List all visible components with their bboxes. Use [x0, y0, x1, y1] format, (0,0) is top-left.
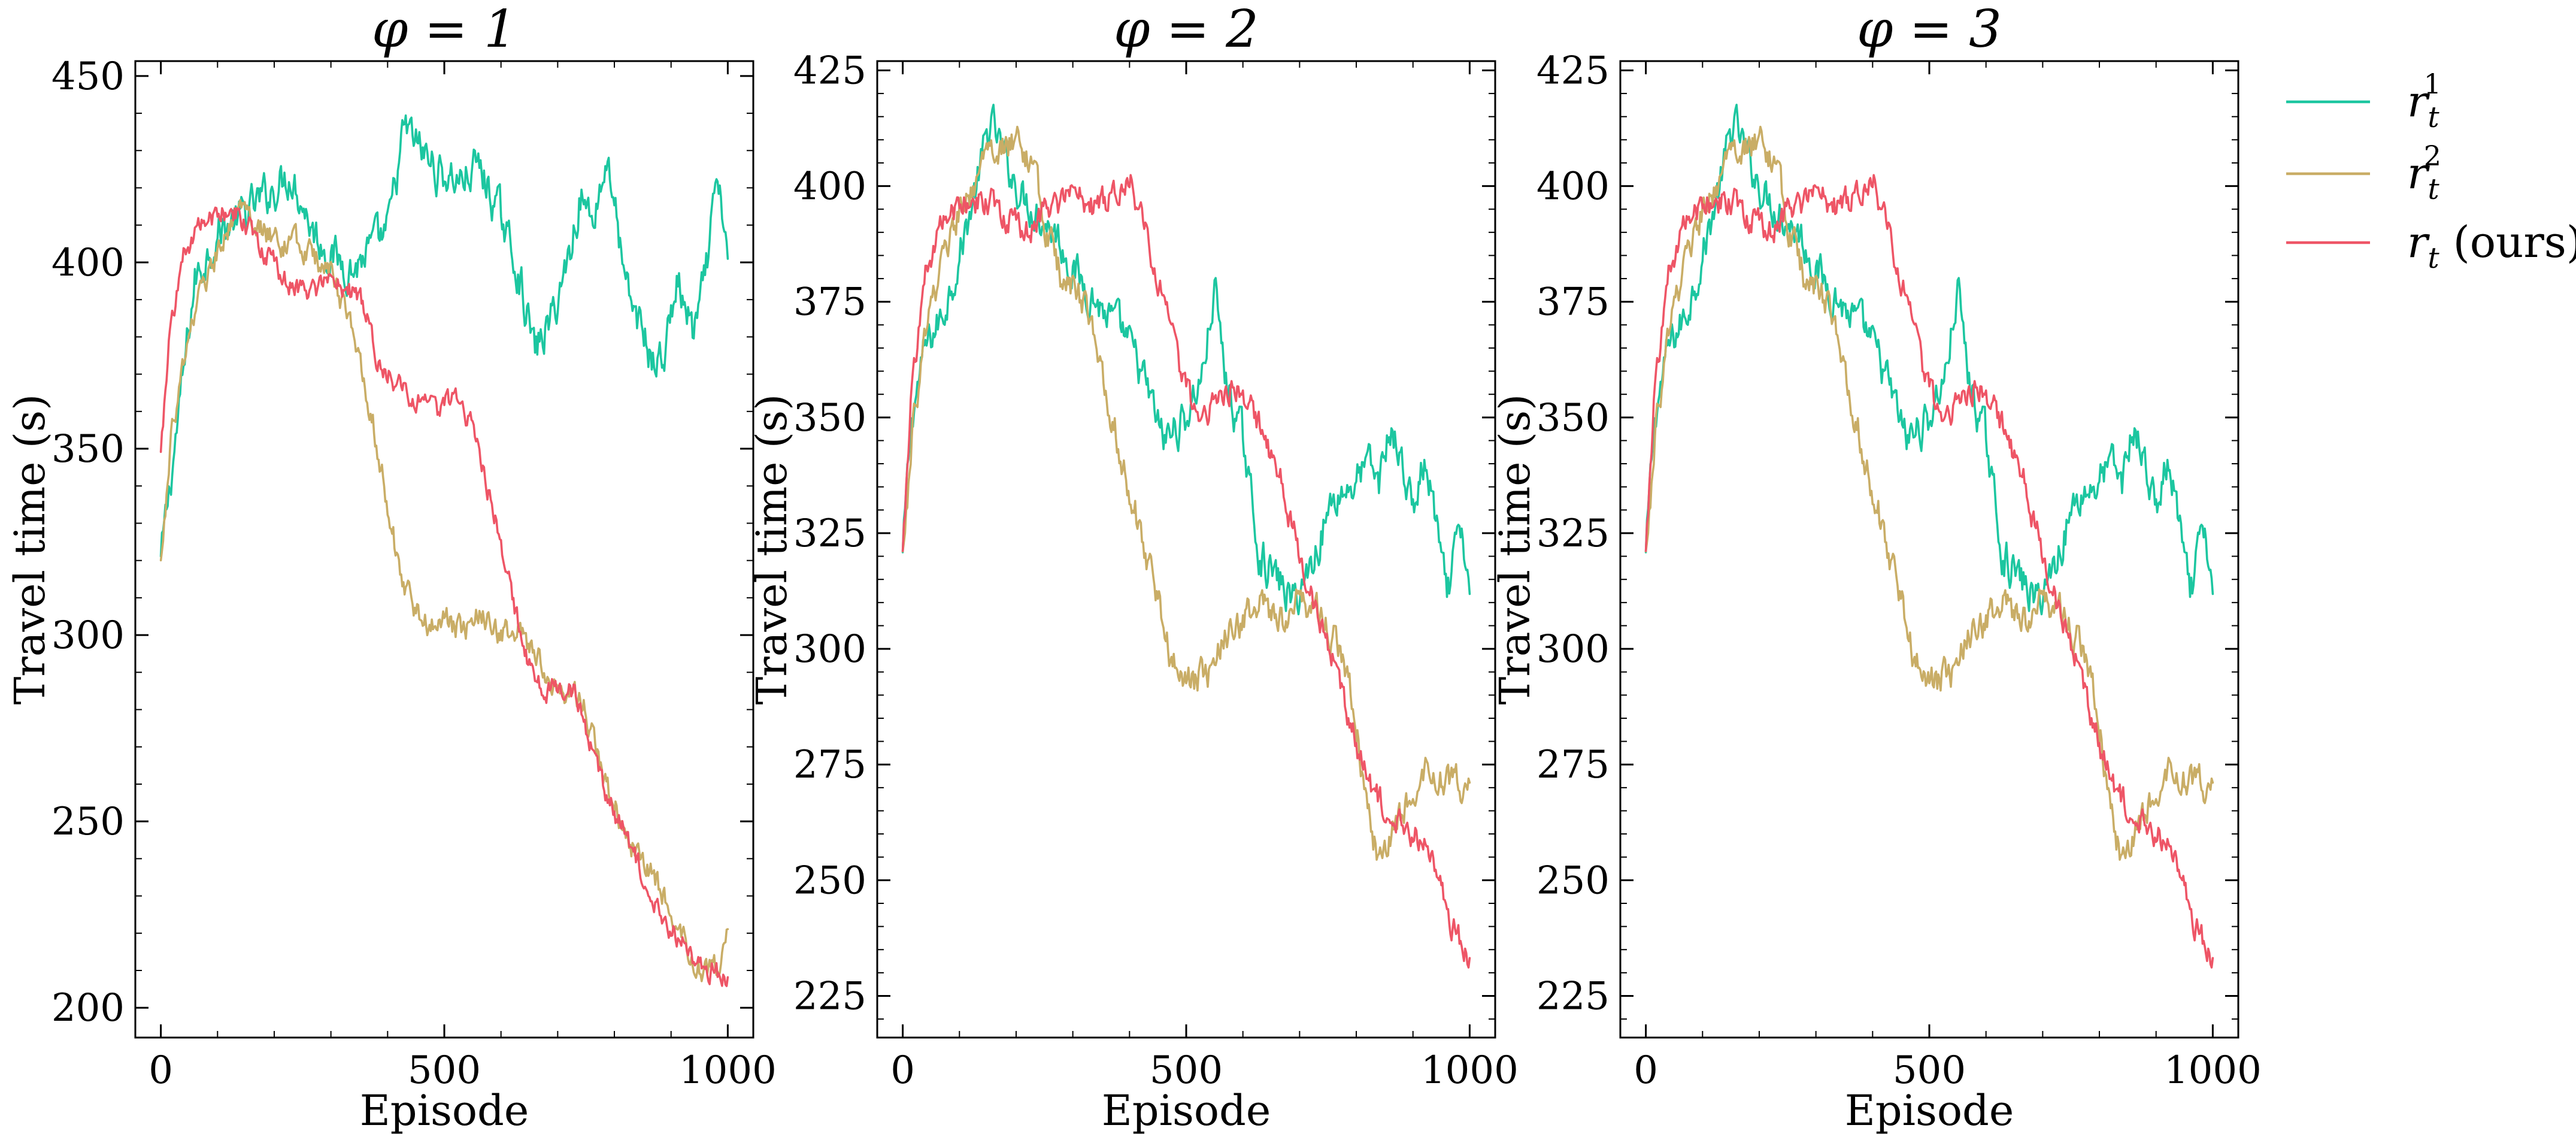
x-tick-label: 0 [149, 1048, 173, 1093]
legend-superscript: 1 [2424, 68, 2441, 100]
series-line-2 [901, 125, 1471, 861]
legend-symbol: r [2407, 76, 2430, 126]
y-tick-label: 400 [51, 241, 125, 285]
y-tick-label: 425 [1536, 49, 1610, 93]
y-tick-label: 200 [51, 986, 125, 1030]
x-tick-label: 500 [1150, 1048, 1223, 1093]
legend-symbol: r [2407, 148, 2430, 198]
series-line-1 [901, 104, 1471, 616]
y-tick-label: 300 [1536, 627, 1610, 672]
y-tick-label: 375 [1536, 280, 1610, 325]
panel-3: 0 500 1000 225 250 275 300 325 350 375 400 425 φ = 3… [1490, 0, 2262, 1135]
series-group [159, 114, 729, 987]
y-tick-label: 400 [1536, 165, 1610, 209]
y-tick-label: 275 [1536, 743, 1610, 787]
x-tick-label: 0 [1634, 1048, 1658, 1093]
legend-symbol: r [2407, 217, 2430, 267]
x-tick-label: 1000 [1421, 1048, 1519, 1093]
x-tick-label: 1000 [2164, 1048, 2262, 1093]
series-line-1 [159, 114, 729, 558]
y-tick-label: 300 [51, 613, 125, 658]
y-tick-label: 350 [1536, 396, 1610, 440]
legend-suffix: (ours) [2439, 217, 2576, 267]
legend-entry-2: rt2 [2286, 140, 2441, 206]
y-tick-label: 225 [793, 974, 866, 1018]
legend-label: rt (ours) [2407, 217, 2576, 275]
panels: 0 500 1000 200 250 300 350 400 450 φ = 1 Episode Tr… [5, 0, 2262, 1135]
y-tick-label: 250 [793, 858, 866, 903]
y-tick-label: 325 [793, 512, 866, 556]
x-axis-label: Episode [1845, 1086, 2014, 1135]
x-axis-label: Episode [1102, 1086, 1271, 1135]
y-tick-label: 325 [1536, 512, 1610, 556]
x-tick-label: 500 [1893, 1048, 1966, 1093]
panel-1: 0 500 1000 200 250 300 350 400 450 φ = 1 Episode Tr… [5, 0, 777, 1135]
y-tick-label: 225 [1536, 974, 1610, 1018]
series-line-2 [1644, 125, 2214, 861]
y-tick-label: 425 [793, 49, 866, 93]
y-tick-label: 275 [793, 743, 866, 787]
y-axis-label: Travel time (s) [747, 394, 796, 705]
legend-label: rt2 [2407, 140, 2441, 206]
series-line-3 [901, 174, 1471, 969]
series-line-1 [1644, 104, 2214, 616]
y-tick-label: 450 [51, 55, 125, 99]
legend-entry-3: rt (ours) [2286, 217, 2576, 275]
series-group [1644, 104, 2214, 969]
y-tick-label: 250 [1536, 858, 1610, 903]
x-tick-label: 0 [890, 1048, 915, 1093]
y-tick-label: 400 [793, 165, 866, 209]
y-tick-label: 350 [793, 396, 866, 440]
panel-2: 0 500 1000 225 250 275 300 325 350 375 400 425 φ = 2… [747, 0, 1519, 1135]
legend-subscript: t [2427, 241, 2439, 275]
series-line-3 [159, 206, 729, 987]
y-tick-label: 300 [793, 627, 866, 672]
panel-title: φ = 1 [372, 0, 517, 59]
x-tick-label: 1000 [679, 1048, 777, 1093]
series-line-3 [1644, 174, 2214, 969]
x-tick-label: 500 [408, 1048, 481, 1093]
legend-subscript: t [2427, 101, 2439, 134]
y-axis-label: Travel time (s) [5, 394, 54, 705]
y-tick-label: 350 [51, 427, 125, 471]
legend-label: rt1 [2407, 68, 2441, 134]
panel-title: φ = 3 [1857, 0, 2002, 59]
x-axis-label: Episode [360, 1086, 529, 1135]
y-axis-label: Travel time (s) [1490, 394, 1539, 705]
legend-subscript: t [2427, 173, 2439, 206]
y-tick-label: 375 [793, 280, 866, 325]
series-group [901, 104, 1471, 969]
panel-title: φ = 2 [1114, 0, 1259, 59]
legend-superscript: 2 [2424, 140, 2441, 172]
legend-entry-1: rt1 [2286, 68, 2441, 134]
y-tick-label: 250 [51, 800, 125, 844]
